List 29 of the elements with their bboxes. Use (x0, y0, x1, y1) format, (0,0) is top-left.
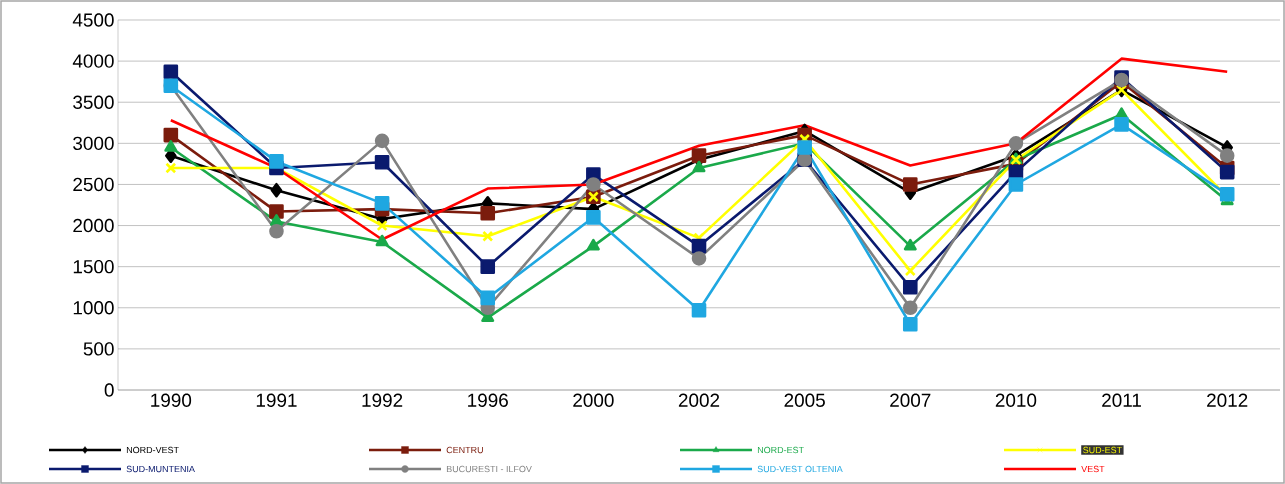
y-tick-label: 0 (104, 383, 114, 397)
text: SUD-VEST OLTENIA (757, 465, 843, 473)
text: NORD-VEST (126, 446, 179, 454)
x-tick-label: 1990 (151, 393, 192, 407)
y-tick-label: 2500 (73, 177, 114, 192)
x-tick-label: 2005 (784, 393, 825, 407)
y-tick-label: 3000 (73, 136, 114, 151)
text: NORD-EST (757, 446, 804, 454)
x-tick-label: 1992 (362, 393, 403, 407)
x-tick-label: 2007 (890, 393, 931, 407)
text: VEST (1081, 465, 1105, 473)
x-tick-label: 2002 (678, 393, 720, 407)
y-tick-label: 4000 (72, 54, 114, 68)
text: CENTRU (446, 446, 483, 454)
x-tick-label: 1996 (468, 393, 508, 407)
y-tick-label: 1000 (73, 301, 114, 315)
x-tick-label: 2000 (573, 393, 614, 407)
text: SUD-MUNTENIA (126, 465, 195, 473)
y-tick-label: 3500 (73, 95, 114, 109)
y-tick-label: 1500 (73, 259, 114, 274)
y-tick-label: 500 (83, 342, 114, 356)
x-tick-label: 1991 (256, 393, 297, 407)
x-tick-label: 2011 (1102, 393, 1141, 407)
text: SUD-EST (1083, 446, 1122, 454)
x-tick-label: 2010 (995, 393, 1037, 407)
x-tick-label: 2012 (1207, 393, 1248, 407)
text: BUCURESTI - ILFOV (446, 465, 532, 473)
y-tick-label: 4500 (72, 13, 114, 27)
y-tick-label: 2000 (73, 218, 114, 233)
